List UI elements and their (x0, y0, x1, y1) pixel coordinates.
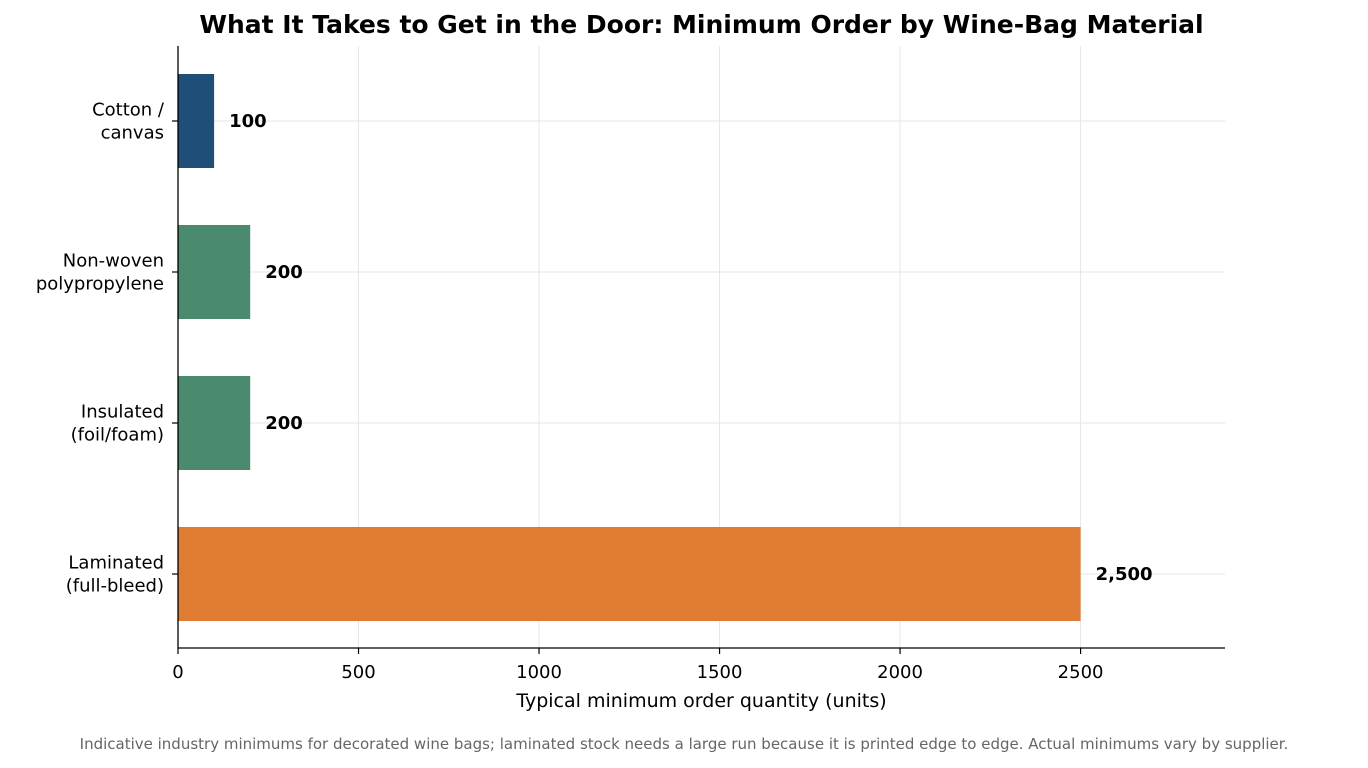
category-label: Non-woven polypropylene (36, 251, 164, 295)
x-tick-label: 0 (172, 662, 183, 683)
labels: 100 Cotton / canvas 200 Non-woven polypropyle… (36, 100, 1153, 684)
bar (178, 74, 215, 168)
category-label: Laminated (full-bleed) (66, 553, 164, 597)
x-tick-label: 1000 (516, 662, 562, 683)
value-label: 100 (229, 111, 267, 132)
chart-title: What It Takes to Get in the Door: Minimu… (199, 10, 1204, 39)
value-label: 200 (265, 413, 303, 434)
x-tick-label: 500 (341, 662, 375, 683)
bars (178, 74, 1081, 621)
category-label: Cotton / canvas (92, 100, 165, 144)
x-tick-label: 2500 (1058, 662, 1104, 683)
x-axis-label: Typical minimum order quantity (units) (515, 690, 886, 712)
bar (178, 225, 251, 319)
bar (178, 376, 251, 470)
bar (178, 527, 1081, 621)
x-tick-label: 2000 (877, 662, 923, 683)
value-label: 2,500 (1096, 564, 1153, 585)
category-label: Insulated (foil/foam) (71, 402, 164, 446)
value-label: 200 (265, 262, 303, 283)
footnote: Indicative industry minimums for decorat… (79, 735, 1289, 753)
x-tick-label: 1500 (697, 662, 743, 683)
axes (172, 46, 1225, 654)
